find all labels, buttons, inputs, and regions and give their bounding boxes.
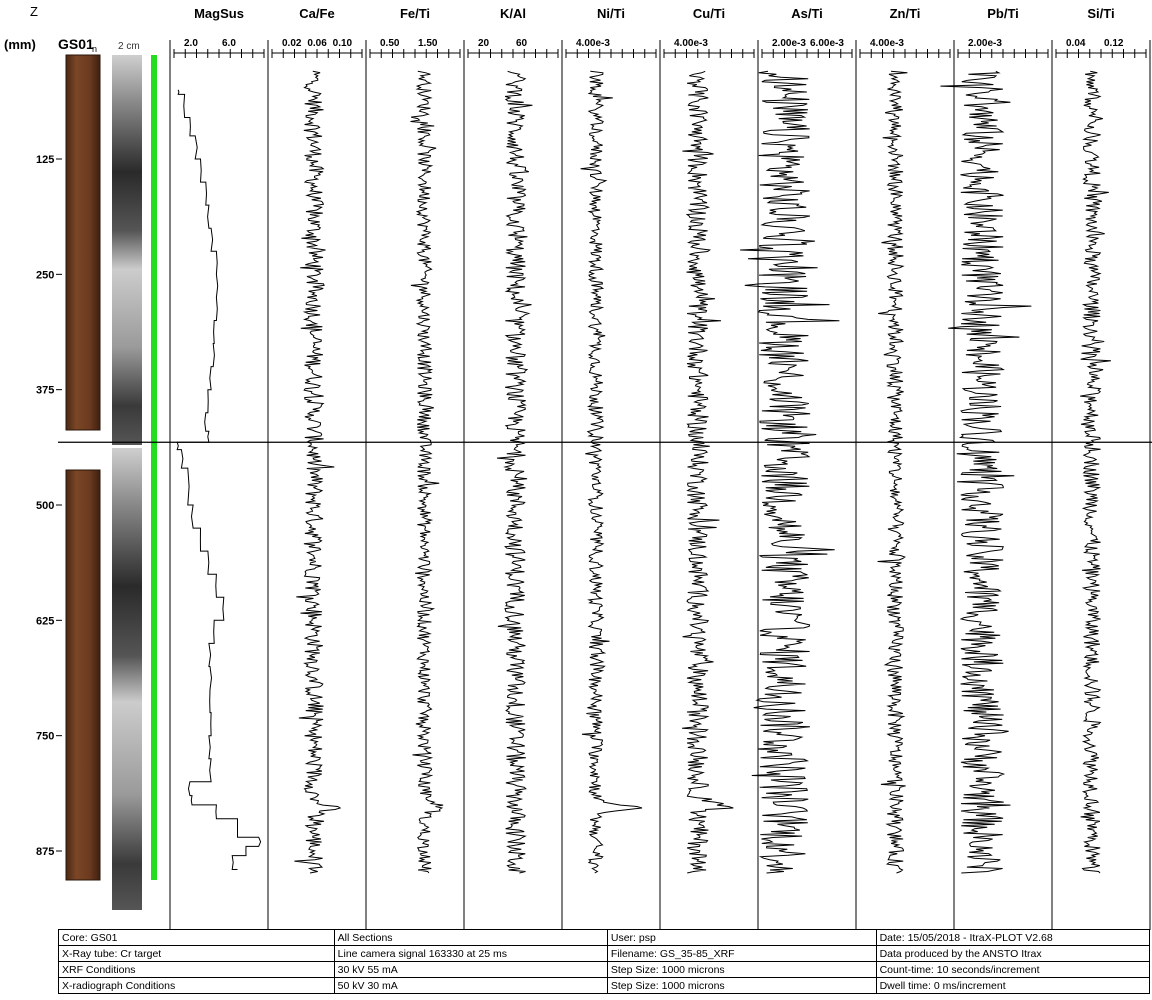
metadata-row: X-Ray tube: Cr target Line camera signal … [58,945,1151,962]
depth-tick-label: 750 [36,731,54,743]
track-title: Fe/Ti [400,6,430,21]
track-k-al: K/Al 20 60 [463,6,559,930]
track-curve [410,70,444,874]
metadata-cell: Dwell time: 0 ms/increment [875,977,1151,994]
track-tick-label: 0.04 [1066,38,1086,49]
scanned-interval-bar [151,55,157,880]
metadata-cell: User: psp [606,929,877,946]
track-curve [294,70,342,874]
core-sub-label: n [92,44,97,54]
track-curve [940,70,1032,874]
depth-tick-label: 625 [36,615,54,627]
track-cu-ti: Cu/Ti 4.00e-3 [659,6,755,930]
metadata-cell: Date: 15/05/2018 - ItraX-PLOT V2.68 [875,929,1151,946]
z-axis-label: Z [30,4,38,19]
track-tick-label: 4.00e-3 [870,38,904,49]
track-curve [740,70,840,874]
xrf-core-scan-chart: Z (mm) GS01 n 2 cm 125 250 375 500 625 750 875… [4,4,1152,930]
xray-image [112,55,142,910]
track-tick-label: 4.00e-3 [674,38,708,49]
metadata-row: XRF Conditions 30 kV 55 mA Step Size: 1000… [58,961,1151,978]
depth-tick-label: 375 [36,385,54,397]
track-ca-fe: Ca/Fe 0.02 0.06 0.10 [267,6,363,930]
metadata-table: Core: GS01 All Sections User: psp Date: 15/… [58,929,1151,994]
track-title: Ca/Fe [299,6,334,21]
track-curve [682,70,734,874]
metadata-cell: 50 kV 30 mA [333,977,608,994]
depth-tick-label: 250 [36,269,54,281]
scale-label: 2 cm [118,41,140,52]
metadata-row: X-radiograph Conditions 50 kV 30 mA Step S… [58,977,1151,994]
track-tick-label: 20 [478,38,490,49]
track-title: Zn/Ti [890,6,921,21]
track-curve [176,89,262,870]
track-zn-ti: Zn/Ti 4.00e-3 [855,6,951,930]
track-tick-label: 6.00e-3 [810,38,844,49]
track-tick-label: 1.50 [418,38,438,49]
metadata-cell: Step Size: 1000 microns [606,961,877,978]
track-curve [580,70,643,874]
track-curve [1080,70,1111,874]
track-tick-label: 2.00e-3 [772,38,806,49]
track-tick-label: 0.12 [1104,38,1124,49]
metadata-cell: X-Ray tube: Cr target [58,945,335,962]
track-ni-ti: Ni/Ti 4.00e-3 [561,6,657,930]
track-curve [496,70,533,874]
metadata-row: Core: GS01 All Sections User: psp Date: 15/… [58,929,1151,946]
depth-tick-label: 875 [36,846,54,858]
core-label: GS01 [58,36,94,52]
core-photo-image [65,54,101,881]
metadata-cell: XRF Conditions [58,961,335,978]
metadata-cell: 30 kV 55 mA [333,961,608,978]
track-tick-label: 2.00e-3 [968,38,1002,49]
track-tick-label: 2.0 [184,38,198,49]
track-tick-label: 0.02 [282,38,302,49]
depth-tick-label: 500 [36,500,54,512]
metadata-cell: Count-time: 10 seconds/increment [875,961,1151,978]
track-title: As/Ti [791,6,823,21]
track-title: MagSus [194,6,244,21]
depth-tick-label: 125 [36,154,54,166]
track-title: Cu/Ti [693,6,725,21]
track-tick-label: 0.06 [307,38,327,49]
track-tick-label: 0.10 [333,38,353,49]
track-si-ti: Si/Ti 0.04 0.12 [1051,6,1151,930]
metadata-cell: Core: GS01 [58,929,335,946]
track-tick-label: 6.0 [222,38,236,49]
track-title: Ni/Ti [597,6,625,21]
track-magsus: MagSus 2.0 6.0 [169,6,265,930]
track-tick-label: 4.00e-3 [576,38,610,49]
metadata-cell: Line camera signal 163330 at 25 ms [333,945,608,962]
depth-unit-label: (mm) [4,37,36,52]
metadata-cell: Data produced by the ANSTO Itrax [875,945,1151,962]
metadata-cell: X-radiograph Conditions [58,977,335,994]
track-as-ti: As/Ti 2.00e-3 6.00e-3 [740,6,853,930]
metadata-cell: All Sections [333,929,608,946]
track-fe-ti: Fe/Ti 0.50 1.50 [365,6,461,930]
track-curve [877,70,908,874]
track-tick-label: 0.50 [380,38,400,49]
track-tick-label: 60 [516,38,528,49]
track-title: K/Al [500,6,526,21]
metadata-cell: Step Size: 1000 microns [606,977,877,994]
track-title: Si/Ti [1087,6,1114,21]
track-title: Pb/Ti [987,6,1019,21]
track-pb-ti: Pb/Ti 2.00e-3 [940,6,1049,930]
metadata-cell: Filename: GS_35-85_XRF [606,945,877,962]
